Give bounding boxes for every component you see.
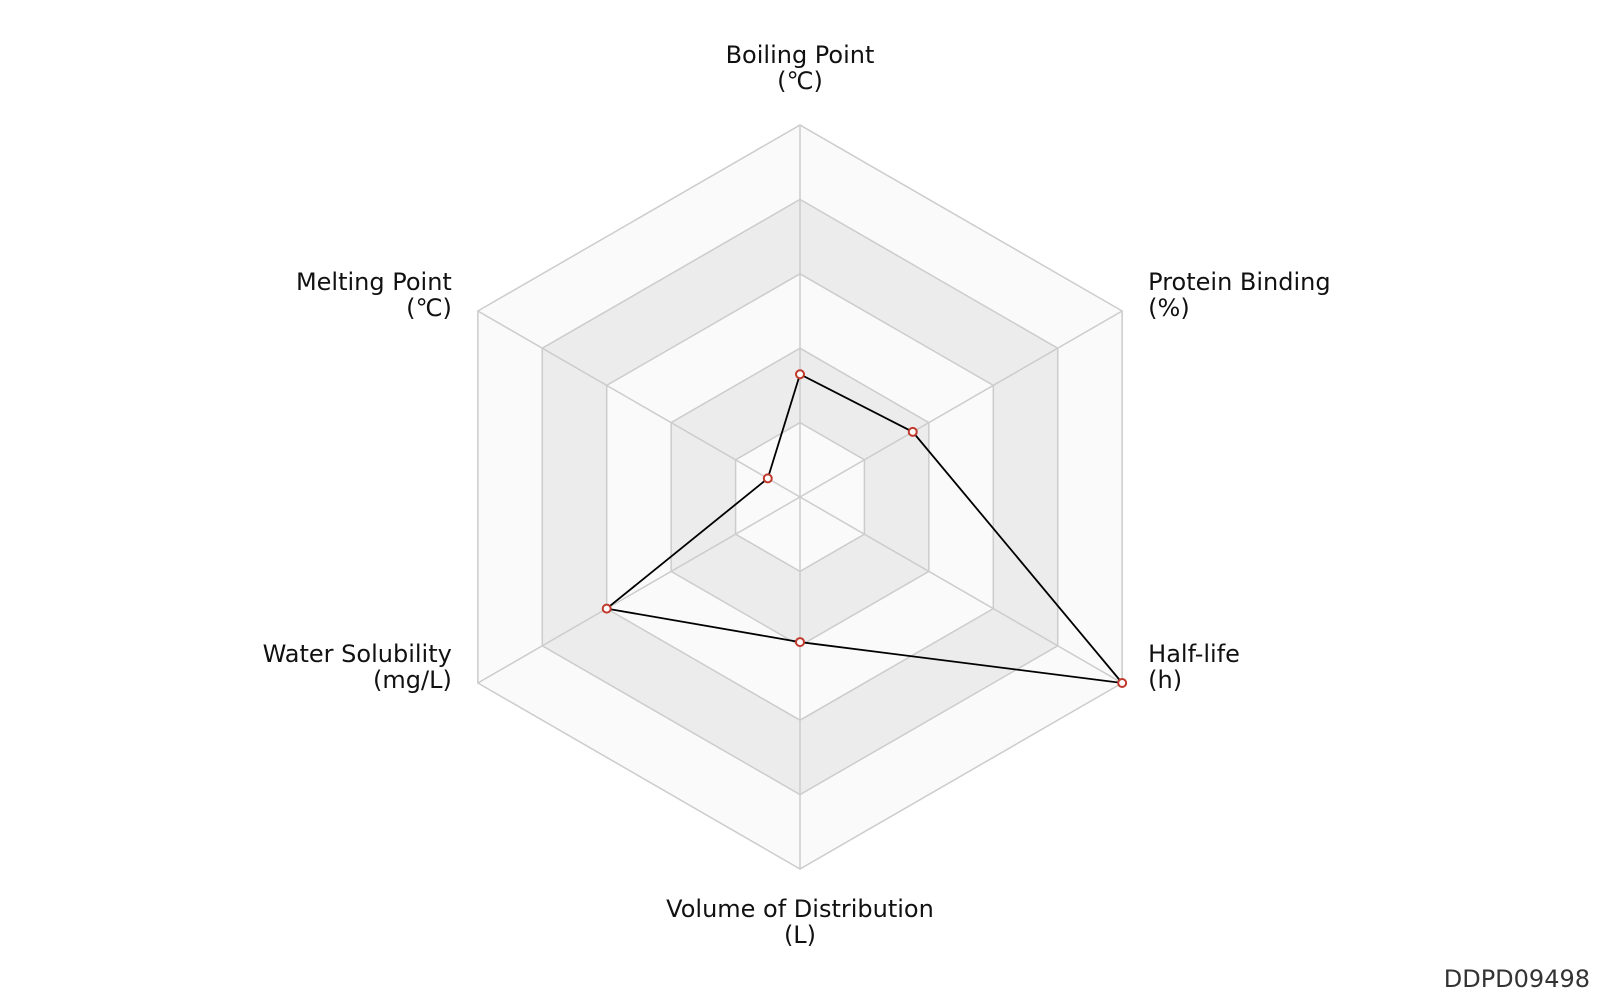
axis-label-3: Half-life (1148, 640, 1240, 668)
axis-label-6: Melting Point (296, 268, 452, 296)
data-point-4 (795, 637, 805, 648)
axis-unit-5: (mg/L) (373, 666, 452, 694)
axis-unit-1: (℃) (777, 67, 823, 95)
spoke-6 (477, 310, 801, 498)
axis-label-5: Water Solubility (263, 640, 452, 668)
spoke-2 (799, 310, 1123, 498)
data-point-2 (907, 426, 918, 437)
data-point-3 (1117, 678, 1128, 688)
data-point-6 (762, 473, 773, 484)
data-point-1 (795, 369, 805, 380)
watermark-text: DDPD09498 (1444, 965, 1590, 993)
axis-unit-4: (L) (784, 921, 816, 949)
spoke-3 (799, 496, 1123, 684)
spoke-5 (477, 496, 801, 684)
axis-labels: Boiling Point(℃)Protein Binding(%)Half-l… (263, 41, 1331, 949)
axis-unit-2: (%) (1148, 294, 1190, 322)
data-point-5 (601, 603, 612, 614)
axis-spokes (477, 125, 1123, 869)
axis-unit-3: (h) (1148, 666, 1182, 694)
axis-unit-6: (℃) (406, 294, 452, 322)
series-layer (601, 369, 1128, 688)
axis-label-2: Protein Binding (1148, 268, 1330, 296)
axis-label-4: Volume of Distribution (666, 895, 934, 923)
axis-label-1: Boiling Point (726, 41, 875, 69)
